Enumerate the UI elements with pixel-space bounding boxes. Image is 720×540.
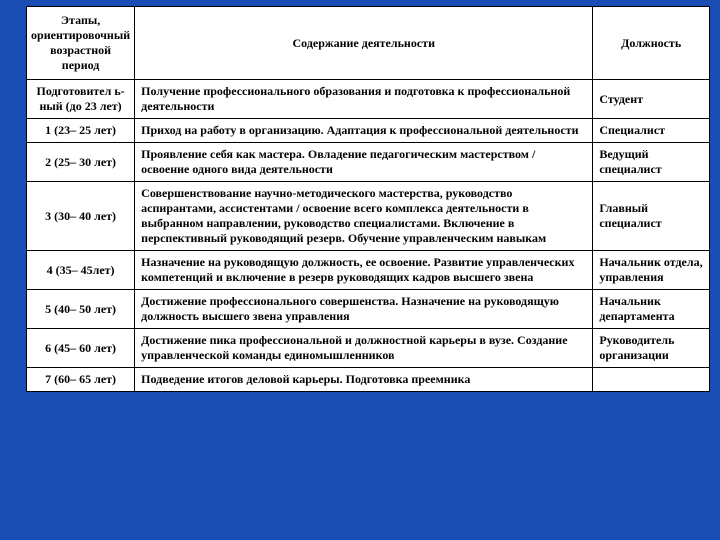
- table-row: 5 (40– 50 лет) Достижение профессиональн…: [27, 290, 710, 329]
- table-header-row: Этапы, ориентировоч­ный возрастной перио…: [27, 7, 710, 80]
- cell-position: Начальник отдела, управления: [593, 251, 710, 290]
- cell-content: Совершенствование научно-методического м…: [135, 182, 593, 251]
- cell-content: Приход на работу в организацию. Адаптаци…: [135, 119, 593, 143]
- cell-position: Руководитель организации: [593, 329, 710, 368]
- cell-position: [593, 368, 710, 392]
- table-body: Подготовител ь-ный (до 23 лет) Получение…: [27, 80, 710, 392]
- cell-stage: 7 (60– 65 лет): [27, 368, 135, 392]
- table-header: Этапы, ориентировоч­ный возрастной перио…: [27, 7, 710, 80]
- cell-content: Получение профессионального образования …: [135, 80, 593, 119]
- cell-stage: 1 (23– 25 лет): [27, 119, 135, 143]
- header-stage: Этапы, ориентировоч­ный возрастной перио…: [27, 7, 135, 80]
- cell-stage: 4 (35– 45лет): [27, 251, 135, 290]
- table-row: 3 (30– 40 лет) Совершенствование научно-…: [27, 182, 710, 251]
- table-row: 7 (60– 65 лет) Подведение итогов деловой…: [27, 368, 710, 392]
- cell-stage: 3 (30– 40 лет): [27, 182, 135, 251]
- cell-stage: 5 (40– 50 лет): [27, 290, 135, 329]
- table-row: Подготовител ь-ный (до 23 лет) Получение…: [27, 80, 710, 119]
- cell-content: Проявление себя как мастера. Овладение п…: [135, 143, 593, 182]
- cell-content: Достижение профессионального совершенств…: [135, 290, 593, 329]
- cell-stage: 6 (45– 60 лет): [27, 329, 135, 368]
- table-row: 2 (25– 30 лет) Проявление себя как масте…: [27, 143, 710, 182]
- cell-position: Студент: [593, 80, 710, 119]
- cell-position: Ведущий специалист: [593, 143, 710, 182]
- page-container: Этапы, ориентировоч­ный возрастной перио…: [0, 0, 720, 398]
- table-row: 4 (35– 45лет) Назначение на руководящую …: [27, 251, 710, 290]
- cell-stage: 2 (25– 30 лет): [27, 143, 135, 182]
- table-row: 6 (45– 60 лет) Достижение пика профессио…: [27, 329, 710, 368]
- cell-position: Главный специалист: [593, 182, 710, 251]
- career-stages-table: Этапы, ориентировоч­ный возрастной перио…: [26, 6, 710, 392]
- header-content: Содержание деятельности: [135, 7, 593, 80]
- cell-position: Начальник департамента: [593, 290, 710, 329]
- header-position: Должность: [593, 7, 710, 80]
- cell-content: Подведение итогов деловой карьеры. Подго…: [135, 368, 593, 392]
- cell-content: Достижение пика профессиональной и должн…: [135, 329, 593, 368]
- table-row: 1 (23– 25 лет) Приход на работу в органи…: [27, 119, 710, 143]
- cell-stage: Подготовител ь-ный (до 23 лет): [27, 80, 135, 119]
- cell-position: Специалист: [593, 119, 710, 143]
- cell-content: Назначение на руководящую должность, ее …: [135, 251, 593, 290]
